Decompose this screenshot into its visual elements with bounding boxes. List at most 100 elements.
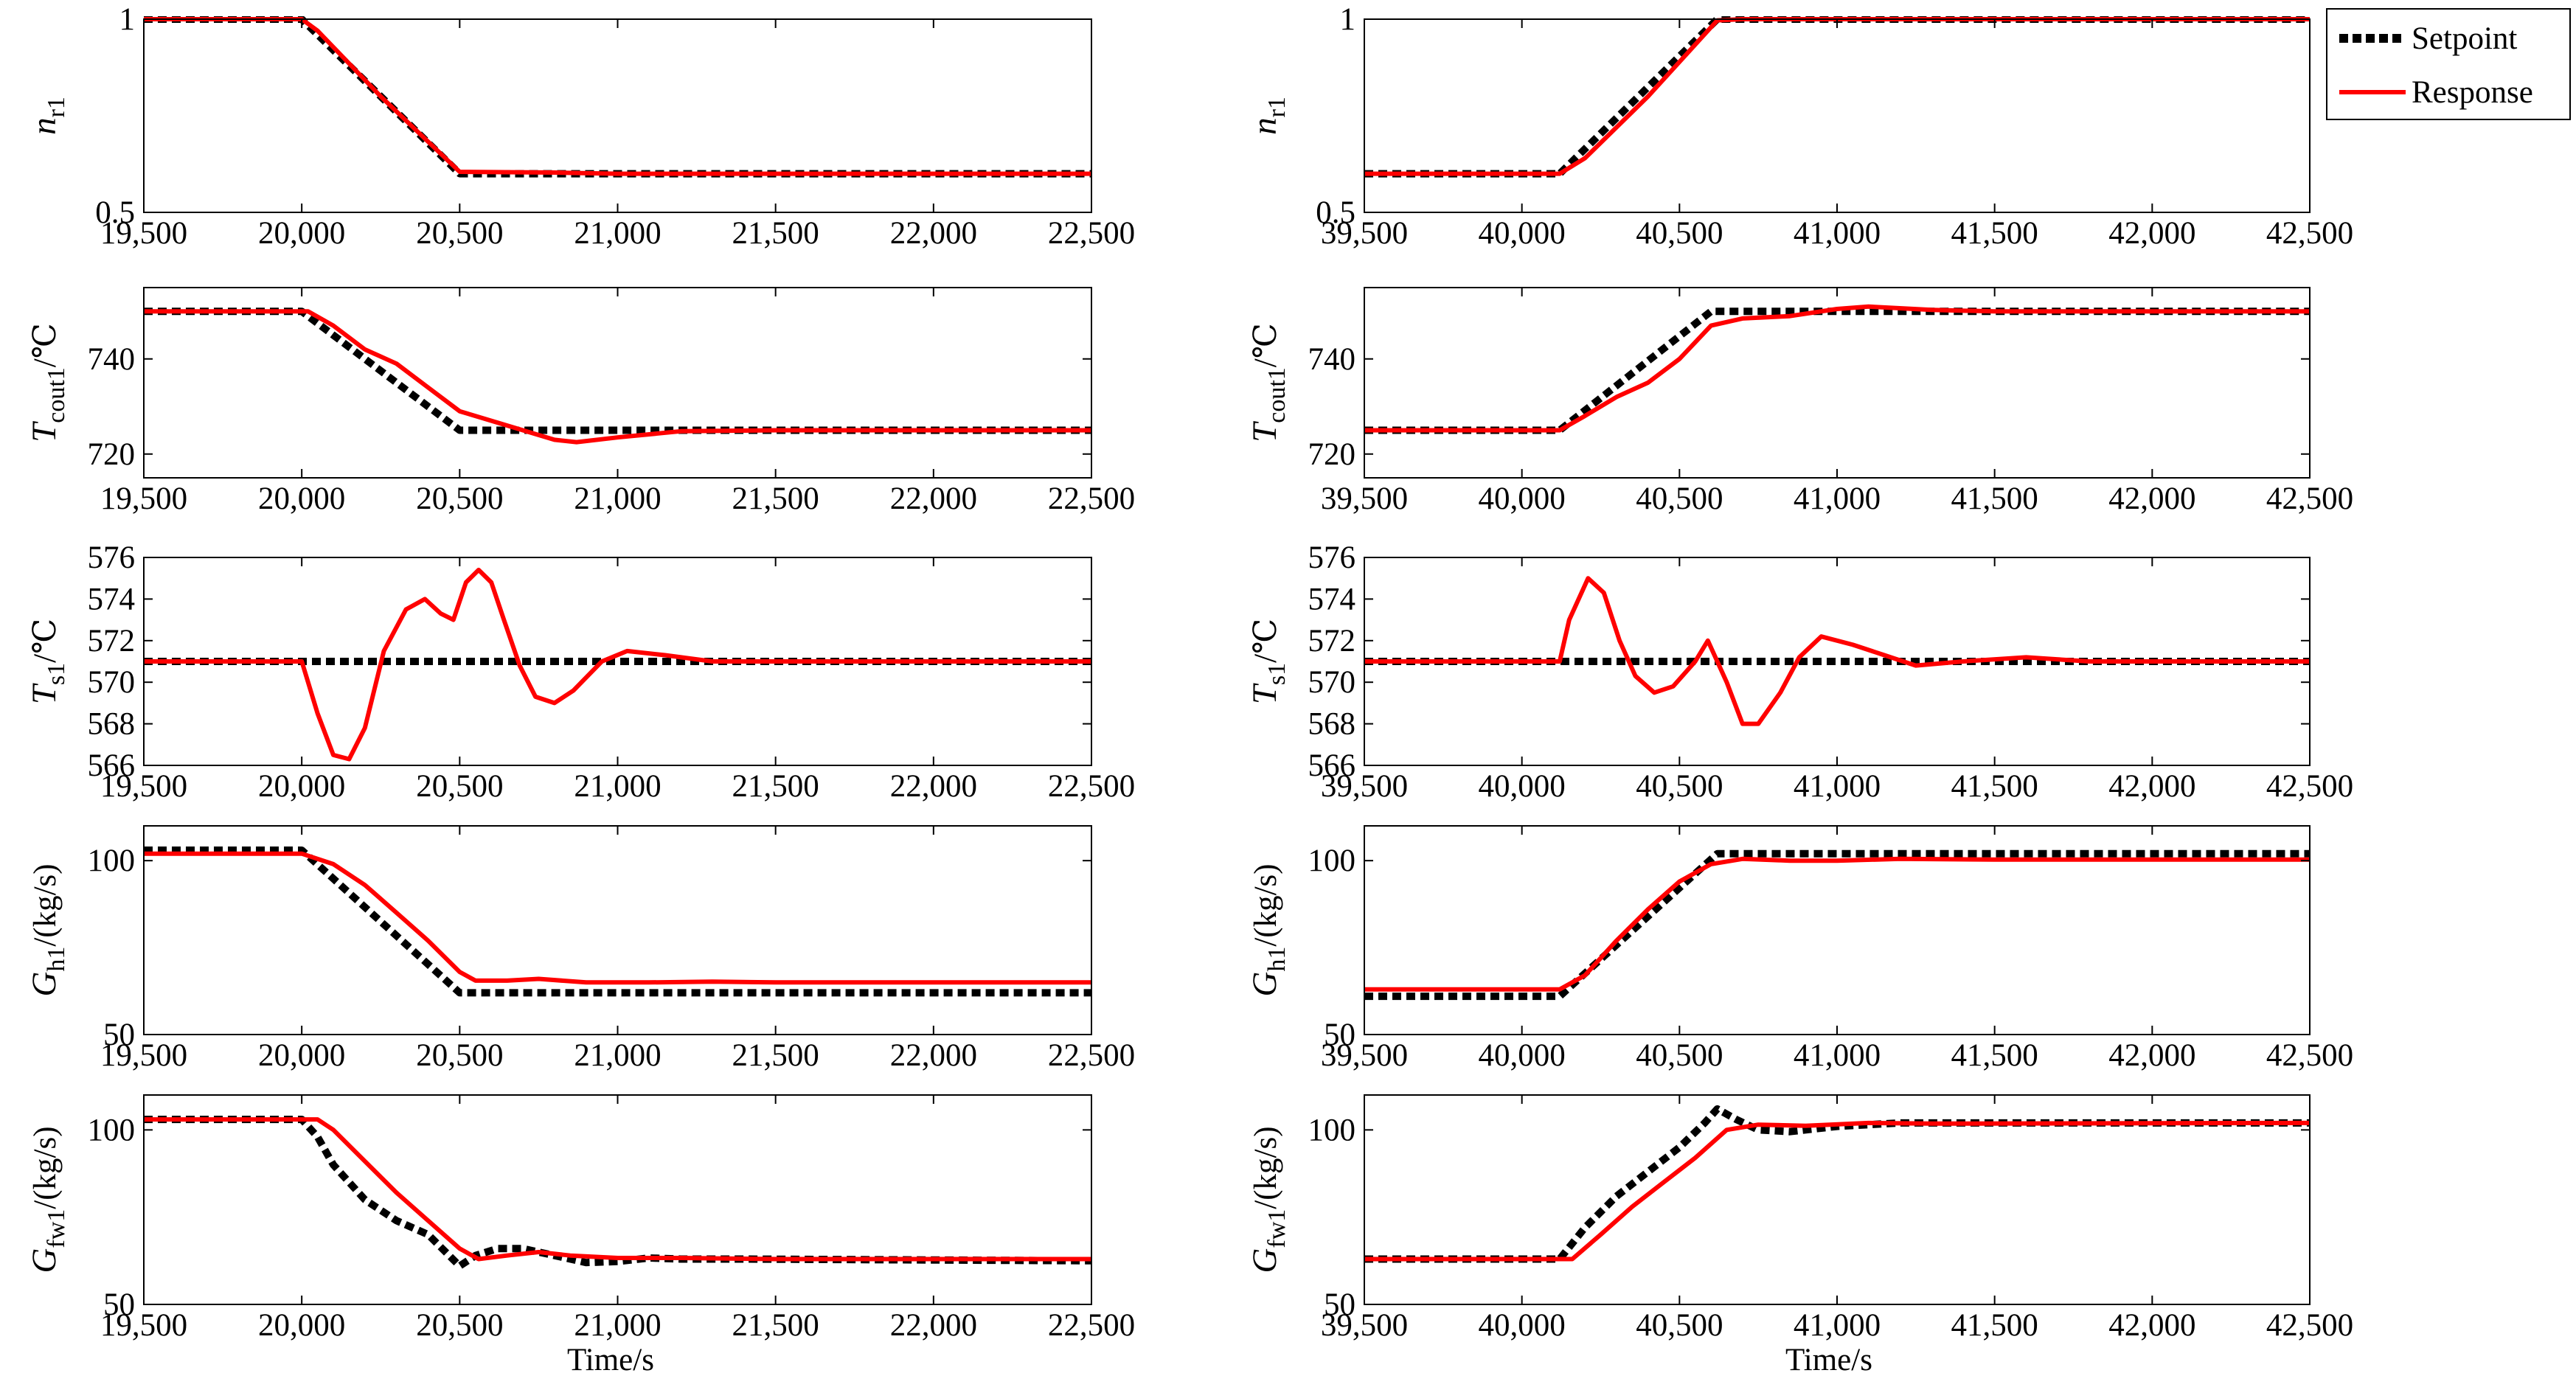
x-tick-label: 42,500 [2266,1308,2353,1343]
y-axis-label: Gfw1/(kg/s) [25,1126,70,1273]
series-group [1364,1105,2311,1263]
x-tick-label: 40,500 [1636,769,1723,804]
y-axis-label: nr1 [25,97,70,135]
y-axis-label: Gfw1/(kg/s) [1246,1126,1291,1273]
y-tick-label: 576 [88,540,136,575]
y-tick-label: 50 [1324,1287,1355,1322]
y-tick-label: 574 [88,582,136,616]
x-tick-label: 21,000 [574,482,661,516]
chart-panel-R2: 39,500 40,000 40,500 41,000 41,500 42,000 42,5… [1246,287,2353,516]
y-tick-label: 566 [88,748,136,783]
x-tick-label: 21,000 [574,769,661,804]
chart-panel-R5: 39,500 40,000 40,500 41,000 41,500 42,000 42,5… [1246,1094,2353,1343]
y-tick-label: 100 [1308,844,1356,878]
x-tick-label: 21,500 [732,482,819,516]
y-axis-label: Tcout1/℃ [1246,323,1291,442]
response-line-L1 [144,17,1091,176]
y-tick-label: 0.5 [95,195,135,230]
y-axis-label: Gh1/(kg/s) [25,863,70,996]
x-tick-label: 22,000 [890,1308,977,1343]
series-group [144,847,1091,997]
y-tick-label: 568 [1308,707,1356,742]
y-tick-label: 100 [88,844,136,878]
y-tick-label: 568 [88,707,136,742]
response-line-L2 [144,309,1091,445]
y-tick-label: 1 [119,2,136,37]
response-line-R4 [1364,856,2310,992]
chart-panel-L1: 19,500 20,000 20,500 21,000 21,500 22,000 22,5… [25,2,1135,251]
y-axis-label-symbol: T [25,683,63,704]
x-tick-label: 41,000 [1794,216,1881,251]
x-tick-label: 41,500 [1951,482,2038,516]
x-tick-label: 21,000 [574,1038,661,1073]
plot-area [144,19,1091,212]
x-tick-label: 41,500 [1951,1038,2038,1073]
y-axis-label-unit: /℃ [28,323,63,367]
y-axis-label-symbol: n [1246,117,1284,135]
y-axis-label: nr1 [1246,97,1291,135]
y-axis-label-unit: /℃ [1249,323,1283,367]
plot-area [1364,19,2310,212]
y-axis-label: Ts1/℃ [1246,619,1291,704]
x-tick-label: 40,000 [1479,1308,1566,1343]
series-group [144,307,1091,445]
x-axis-label-left: Time/s [567,1343,654,1377]
x-tick-label: 20,000 [258,1308,345,1343]
x-tick-label: 40,500 [1636,1308,1723,1343]
y-axis-label-unit: /(kg/s) [28,1126,63,1209]
response-line-L3 [144,567,1091,762]
legend: Setpoint Response [2326,8,2571,120]
y-axis-label-symbol: T [1246,683,1284,704]
chart-panel-L2: 19,500 20,000 20,500 21,000 21,500 22,000 22,5… [25,287,1135,516]
y-axis-label-symbol: T [25,421,63,442]
x-tick-label: 19,500 [100,216,187,251]
x-tick-label: 39,500 [1321,216,1408,251]
legend-box [2326,8,2571,120]
response-line-L4 [144,851,1091,985]
x-tick-label: 42,500 [2266,1038,2353,1073]
y-axis-label-unit: /(kg/s) [1249,1126,1283,1209]
y-axis-label-subscript: cout1 [1263,367,1291,423]
response-line-R3 [1364,576,2310,726]
chart-panel-R4: 39,500 40,000 40,500 41,000 41,500 42,000 42,5… [1246,825,2353,1073]
x-tick-label: 40,500 [1636,216,1723,251]
x-tick-label: 42,000 [2108,216,2195,251]
legend-response-label: Response [2412,75,2533,110]
y-axis-label-subscript: fw1 [1263,1209,1291,1248]
y-tick-label: 50 [1324,1018,1355,1052]
y-axis-label-subscript: s1 [1263,663,1291,685]
x-tick-label: 39,500 [1321,1038,1408,1073]
series-group [144,567,1091,762]
y-axis-label: Tcout1/℃ [25,323,70,442]
x-tick-label: 22,000 [890,1038,977,1073]
y-axis-label-symbol: n [25,117,63,135]
plot-area [144,288,1091,478]
y-axis-label-unit: /(kg/s) [1249,863,1283,946]
x-tick-label: 42,500 [2266,769,2353,804]
response-line-R2 [1364,304,2310,433]
x-tick-label: 39,500 [1321,769,1408,804]
y-axis-label-symbol: G [1246,1248,1284,1273]
y-axis-label-symbol: G [1246,972,1284,997]
y-tick-label: 740 [88,342,136,377]
y-axis-label-symbol: T [1246,421,1284,442]
x-tick-label: 40,000 [1479,216,1566,251]
x-tick-label: 42,500 [2266,216,2353,251]
chart-panel-L5: 19,500 20,000 20,500 21,000 21,500 22,000 22,5… [25,1094,1135,1343]
x-tick-label: 21,000 [574,1308,661,1343]
y-axis-label-symbol: G [25,972,63,997]
y-axis-label-subscript: r1 [1263,97,1291,117]
y-axis-label-subscript: fw1 [43,1209,70,1248]
x-tick-label: 41,500 [1951,1308,2038,1343]
x-tick-label: 22,500 [1048,216,1135,251]
y-tick-label: 574 [1308,582,1356,616]
x-tick-label: 20,500 [416,1308,503,1343]
x-tick-label: 42,000 [2108,1308,2195,1343]
response-line-R5 [1364,1120,2311,1262]
x-tick-label: 21,500 [732,1308,819,1343]
x-tick-label: 19,500 [100,482,187,516]
x-tick-label: 40,500 [1636,482,1723,516]
y-tick-label: 570 [1308,665,1356,700]
series-group [1364,576,2310,726]
